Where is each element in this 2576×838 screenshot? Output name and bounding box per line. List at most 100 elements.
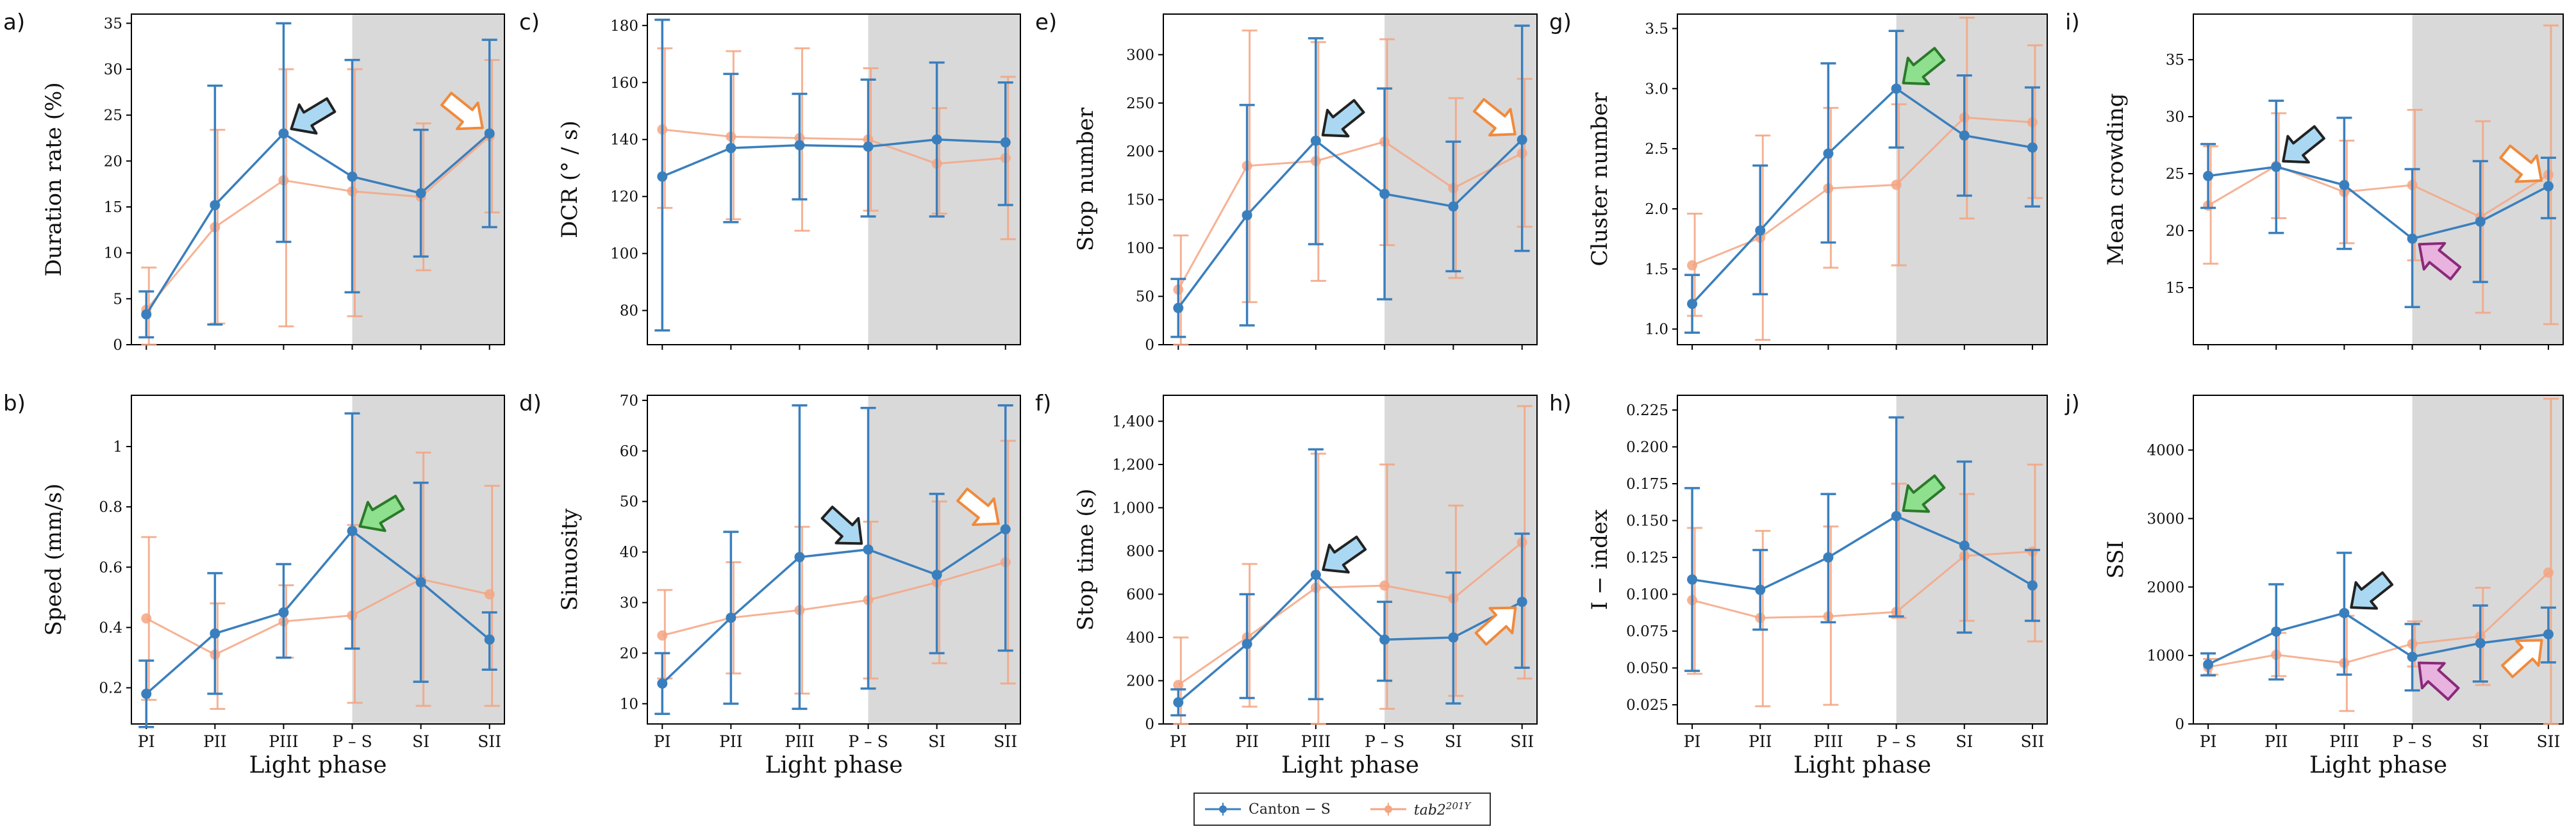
y-tick-label: 100 [1126,240,1154,257]
x-tick-label: P – S [1365,732,1404,751]
x-tick-label: SI [1445,732,1462,751]
series-line-tab2 [145,578,490,656]
annotation-arrow-orange [956,488,1000,526]
series-line-canton [1691,87,2033,305]
y-tick-label: 2.5 [1645,141,1668,158]
series-line-canton [661,528,1006,685]
panel-label: j) [2065,391,2080,416]
y-tick-label: 15 [104,199,122,216]
annotation-arrow-purple [2417,661,2460,701]
axes-frame [1163,395,1538,725]
x-tick-label: SI [412,732,429,751]
annotation-arrow-green [1902,474,1946,513]
y-tick-label: 0 [113,337,122,354]
x-tick-label: SII [1510,732,1534,751]
data-point-tab2 [1891,179,1902,190]
data-point-canton [1687,574,1698,585]
axes-frame [2193,395,2564,725]
y-tick-label: 160 [610,75,638,92]
data-point-canton [1242,639,1252,650]
y-tick-label: 15 [2166,280,2184,297]
arrow-shape [820,505,863,545]
data-point-canton [1755,584,1766,595]
y-tick-label: 35 [2166,52,2184,69]
panel-label: g) [1549,10,1572,35]
panel-label: i) [2065,10,2080,35]
data-point-canton [2543,181,2554,192]
arrow-shape [358,495,405,532]
series-line-canton [1691,514,2033,591]
annotation-arrow-green [1902,47,1946,86]
series-line-canton [1177,573,1523,703]
x-tick-label: SII [2020,732,2044,751]
y-tick-label: 200 [1126,673,1154,690]
data-point-canton [210,628,220,639]
y-tick-label: 5 [113,291,122,308]
shaded-region [352,14,504,345]
y-tick-label: 0.025 [1626,697,1668,714]
y-tick-label: 1.0 [1645,322,1668,338]
x-tick-label: PI [1170,732,1187,751]
panel-e: 0 50 100 150 200 250 300 Stop number e) [1035,10,1538,354]
data-point-canton [2475,637,2486,648]
y-tick-label: 1 [113,439,122,456]
series-line-tab2 [1691,550,2033,619]
axes-frame [131,395,505,725]
data-point-tab2 [1173,680,1184,691]
legend-item-tab2: tab2201Y [1369,800,1470,818]
y-tick-label: 120 [610,189,638,206]
x-tick-label: SI [1956,732,1973,751]
data-point-canton [2407,652,2418,662]
annotation-arrow-green [358,495,405,532]
data-point-canton [794,140,805,151]
x-axis-label: Light phase [249,752,386,778]
series-line-canton [2207,611,2549,666]
arrow-shape [1474,606,1517,646]
y-tick-label: 0.125 [1626,550,1668,566]
panel-g: 1.0 1.5 2.0 2.5 3.0 3.5 Cluster number g) [1549,10,2048,350]
panel-h: 0.025 0.050 0.075 0.100 0.125 0.150 0.175 0.200… [1549,391,2048,778]
y-tick-label: 0.175 [1626,476,1668,493]
panel-label: d) [519,391,542,416]
annotation-arrow-blue [820,505,863,545]
y-tick-label: 4000 [2147,443,2184,459]
data-point-canton [141,688,152,699]
data-point-canton [2475,216,2486,227]
data-point-canton [2543,628,2554,639]
x-tick-label: PII [719,732,743,751]
data-point-tab2 [1687,260,1698,271]
y-tick-label: 0.6 [99,559,122,576]
data-point-canton [1379,634,1390,645]
y-tick-label: 0 [2175,716,2184,733]
data-point-canton [1173,302,1184,313]
y-tick-label: 40 [620,545,638,561]
data-point-tab2 [2543,567,2554,578]
arrow-shape [2418,242,2462,281]
y-tick-label: 180 [610,18,638,35]
panel-label: e) [1035,10,1057,35]
data-point-canton [1959,130,1970,141]
y-tick-label: 3.0 [1645,81,1668,97]
annotation-arrow-blue [1322,535,1367,574]
legend-item-canton: Canton − S [1204,800,1331,818]
data-point-canton [1823,148,1834,159]
y-axis-label: DCR (° / s) [557,120,583,238]
annotation-arrow-orange [2499,144,2543,183]
x-tick-label: PIII [1301,732,1331,751]
y-axis-label: Speed (mm/s) [41,484,67,636]
series-line-tab2 [1177,140,1523,290]
y-tick-label: 70 [620,393,638,409]
x-axis-label: Light phase [2309,752,2447,778]
data-point-canton [2271,626,2282,637]
y-tick-label: 30 [620,595,638,612]
y-tick-label: 0 [1145,337,1154,354]
data-point-canton [347,525,358,536]
data-point-canton [1448,632,1459,643]
panel-i: 15 20 25 30 35 Mean crowding i) [2065,10,2564,350]
series-line-tab2 [662,128,1006,165]
y-tick-label: 1000 [2147,648,2184,664]
y-tick-label: 50 [1136,289,1154,306]
panel-b: 0.2 0.4 0.6 0.8 1 PI PII PIII P – S SI SII Light ph… [3,391,505,778]
annotation-arrow-orange [2500,639,2543,678]
